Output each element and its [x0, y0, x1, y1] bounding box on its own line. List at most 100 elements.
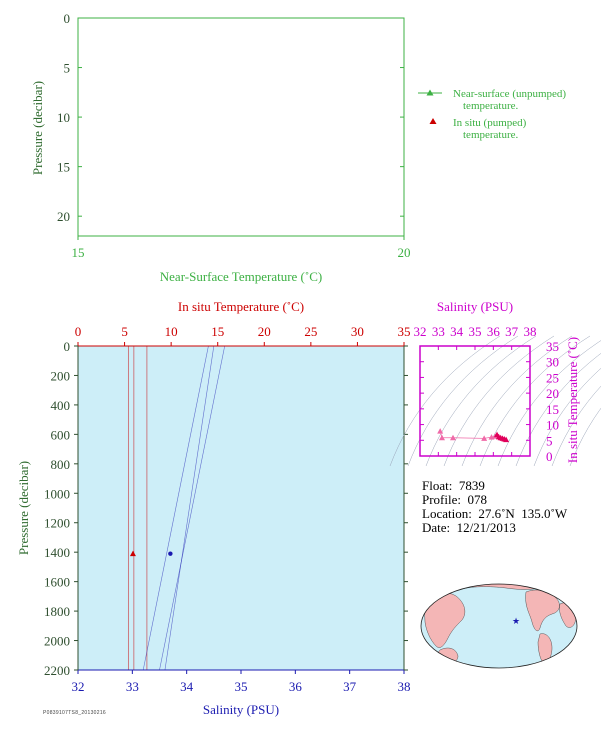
ts-temp-tick-label: 20 [546, 386, 559, 401]
ts-right-label: In situ Temperature (˚C) [565, 337, 580, 463]
sal-tick-label: 34 [180, 679, 194, 694]
pressure-tick-label: 0 [64, 339, 71, 354]
sal-tick-label: 38 [398, 679, 411, 694]
sal-tick-label: 35 [235, 679, 248, 694]
ts-top-label: Salinity (PSU) [437, 299, 513, 314]
density-contour [479, 335, 591, 467]
ts-sal-ticks: 32 33 34 35 36 37 38 [414, 324, 537, 456]
sal-tick-label: 36 [289, 679, 303, 694]
ts-data-points [437, 428, 510, 443]
ts-temp-tick-label: 25 [546, 370, 559, 385]
ts-temp-tick-label: 0 [546, 449, 553, 464]
ts-density-contours [389, 335, 601, 467]
ts-point [439, 434, 445, 441]
temp-tick-label: 5 [121, 324, 128, 339]
top-xlabel: Near-Surface Temperature (˚C) [160, 269, 322, 284]
density-contour [461, 335, 573, 467]
top-y-ticks: 0 5 10 15 20 [57, 11, 404, 224]
top-y-tick-label: 0 [64, 11, 71, 26]
ts-temp-tick-label: 30 [546, 355, 559, 370]
density-contour [569, 407, 601, 467]
sal-axis-label: Salinity (PSU) [203, 702, 279, 717]
density-contour [533, 367, 601, 467]
footer-code: P0839107TS8_20130216 [43, 710, 106, 716]
salinity-guide-line [159, 345, 225, 671]
legend-line-label-1: Near-surface (unpumped) [453, 88, 567, 100]
top-y-tick-label: 5 [64, 61, 71, 76]
legend-marker-symbol [429, 118, 437, 124]
temp-tick-label: 10 [165, 324, 178, 339]
ts-sal-tick-label: 33 [432, 324, 445, 339]
top-x-tick-label: 20 [398, 245, 411, 260]
ts-sal-tick-label: 35 [469, 324, 482, 339]
pressure-ticks: 0 200 400 600 800 1000 1200 1400 1600 1800 2000 220… [44, 339, 408, 678]
sal-tick-label: 37 [343, 679, 357, 694]
top-y-tick-label: 20 [57, 209, 70, 224]
density-contour [551, 385, 601, 467]
density-contour [497, 340, 601, 467]
ts-sal-tick-label: 38 [524, 324, 537, 339]
pressure-tick-label: 1200 [44, 516, 70, 531]
temp-tick-label: 20 [258, 324, 271, 339]
temp-ticks: 0 5 10 15 20 25 30 35 [75, 324, 411, 346]
temp-tick-label: 0 [75, 324, 82, 339]
pressure-tick-label: 2200 [44, 663, 70, 678]
temp-tick-label: 35 [398, 324, 411, 339]
ts-plot-area [420, 346, 530, 456]
float-id: Float: 7839 [422, 478, 485, 493]
pressure-tick-label: 400 [51, 398, 71, 413]
density-contour [407, 335, 519, 467]
float-location-marker: ★ [512, 616, 520, 626]
ts-point [450, 434, 456, 441]
legend-marker-label: In situ (pumped) temperature. [453, 117, 526, 141]
ts-point [481, 435, 488, 441]
temp-tick-label: 25 [304, 324, 317, 339]
world-map: ★ [420, 583, 578, 669]
main-data-points [129, 550, 173, 557]
ts-sal-tick-label: 34 [450, 324, 464, 339]
map-outline [420, 583, 578, 669]
top-ylabel: Pressure (decibar) [30, 81, 45, 175]
ts-point [503, 436, 510, 443]
top-x-tick-label: 15 [72, 245, 85, 260]
temperature-point [129, 550, 136, 557]
legend-line-marker [426, 89, 434, 96]
ts-temp-tick-label: 10 [546, 418, 559, 433]
ts-sal-tick-label: 36 [487, 324, 501, 339]
legend-line-label-2: temperature. [463, 100, 519, 112]
temp-axis-label: In situ Temperature (˚C) [178, 299, 304, 314]
salinity-point [168, 551, 173, 556]
temp-tick-label: 15 [211, 324, 224, 339]
top-plot-frame [77, 17, 405, 237]
temp-tick-label: 30 [351, 324, 364, 339]
main-plot-area [78, 346, 404, 670]
ts-temp-tick-label: 15 [546, 402, 559, 417]
density-contour [515, 353, 601, 467]
top-x-ticks: 15 20 [72, 236, 411, 260]
profile-number: Profile: 078 [422, 492, 487, 507]
salinity-guide-line [164, 345, 215, 671]
ts-temp-tick-label: 5 [546, 433, 553, 448]
ts-point [437, 428, 444, 434]
pressure-tick-label: 600 [51, 427, 71, 442]
density-contour [389, 335, 501, 467]
sal-tick-label: 33 [126, 679, 139, 694]
salinity-guide-line [142, 345, 209, 671]
main-plot: 0 5 10 15 20 25 30 35 32 33 34 35 36 37 38 0 200 400 600… [16, 299, 411, 717]
legend-marker-label-2: temperature. [463, 129, 519, 141]
legend-marker-label-1: In situ (pumped) [453, 117, 527, 129]
date: Date: 12/21/2013 [422, 520, 516, 535]
sal-ticks: 32 33 34 35 36 37 38 [72, 670, 411, 694]
location: Location: 27.6˚N 135.0˚W [422, 506, 568, 521]
ts-temp-tick-label: 35 [546, 339, 559, 354]
pressure-tick-label: 200 [51, 368, 71, 383]
main-guide-lines [127, 345, 225, 671]
sal-tick-label: 32 [72, 679, 85, 694]
pressure-tick-label: 1000 [44, 486, 70, 501]
ts-sal-tick-label: 32 [414, 324, 427, 339]
pressure-tick-label: 1800 [44, 604, 70, 619]
